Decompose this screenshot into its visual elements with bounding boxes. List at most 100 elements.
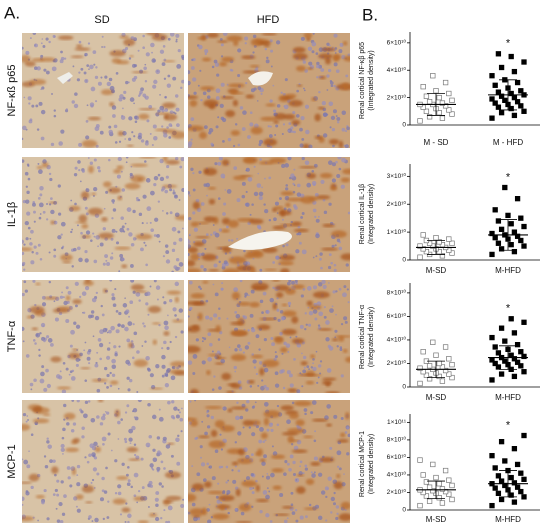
stain bbox=[340, 501, 350, 510]
nucleus bbox=[235, 313, 241, 319]
nucleus bbox=[178, 411, 181, 414]
nucleus bbox=[61, 512, 66, 516]
nucleus bbox=[74, 202, 77, 206]
nucleus bbox=[45, 70, 50, 75]
nucleus bbox=[193, 227, 199, 232]
data-point bbox=[498, 478, 505, 484]
nucleus bbox=[91, 478, 95, 482]
nucleus bbox=[95, 66, 98, 69]
stain bbox=[189, 388, 199, 393]
nucleus bbox=[128, 137, 132, 141]
nucleus bbox=[130, 280, 135, 283]
nucleus bbox=[50, 197, 53, 200]
nucleus bbox=[111, 228, 116, 233]
stain bbox=[340, 177, 350, 183]
nucleus bbox=[336, 345, 339, 348]
nucleus bbox=[37, 243, 41, 247]
nucleus bbox=[64, 57, 67, 60]
stain bbox=[41, 162, 49, 168]
nucleus bbox=[71, 228, 74, 231]
nucleus bbox=[312, 256, 315, 259]
nucleus bbox=[137, 49, 140, 52]
nucleus bbox=[249, 486, 253, 491]
nucleus bbox=[293, 130, 296, 134]
micrograph bbox=[22, 400, 184, 523]
stain bbox=[128, 342, 133, 349]
nucleus bbox=[199, 69, 202, 72]
nucleus bbox=[300, 294, 304, 298]
nucleus bbox=[38, 101, 43, 106]
nucleus bbox=[251, 328, 256, 333]
data-point bbox=[508, 53, 514, 60]
nucleus bbox=[306, 286, 312, 291]
nucleus bbox=[181, 79, 184, 84]
stain bbox=[192, 515, 201, 518]
nucleus bbox=[326, 368, 332, 373]
nucleus bbox=[128, 437, 133, 442]
data-point bbox=[430, 339, 436, 345]
nucleus bbox=[274, 383, 280, 388]
nucleus bbox=[330, 261, 333, 265]
nucleus bbox=[312, 362, 315, 365]
nucleus bbox=[63, 300, 68, 306]
nucleus bbox=[346, 452, 350, 456]
data-point bbox=[521, 476, 527, 482]
nucleus bbox=[165, 175, 169, 179]
stain bbox=[220, 96, 235, 100]
nucleus bbox=[148, 480, 153, 485]
stain bbox=[338, 513, 350, 521]
nucleus bbox=[274, 371, 279, 376]
nucleus bbox=[157, 450, 161, 454]
nucleus bbox=[48, 172, 52, 176]
nucleus bbox=[84, 379, 88, 382]
nucleus bbox=[290, 443, 294, 446]
nucleus bbox=[221, 282, 224, 285]
nucleus bbox=[111, 293, 115, 297]
nucleus bbox=[29, 37, 32, 40]
stain bbox=[275, 292, 284, 298]
nucleus bbox=[175, 107, 180, 112]
nucleus bbox=[108, 129, 113, 135]
nucleus bbox=[138, 212, 143, 217]
nucleus bbox=[95, 100, 98, 103]
nucleus bbox=[22, 125, 27, 131]
data-point bbox=[495, 104, 502, 110]
nucleus bbox=[314, 192, 319, 197]
data-point bbox=[514, 196, 521, 202]
nucleus bbox=[268, 134, 273, 138]
nucleus bbox=[94, 363, 99, 368]
y-tick-label: 8×10¹⁰ bbox=[387, 289, 407, 297]
nucleus bbox=[164, 108, 169, 112]
nucleus bbox=[91, 452, 96, 457]
nucleus bbox=[24, 289, 28, 293]
nucleus bbox=[326, 42, 330, 46]
nucleus bbox=[287, 301, 292, 306]
nucleus bbox=[22, 239, 25, 244]
nucleus bbox=[60, 50, 63, 54]
nucleus bbox=[48, 251, 51, 254]
stain bbox=[305, 478, 315, 485]
nucleus bbox=[308, 311, 314, 316]
nucleus bbox=[147, 402, 151, 407]
nucleus bbox=[175, 414, 180, 419]
nucleus bbox=[128, 116, 133, 121]
nucleus bbox=[316, 61, 320, 66]
stain bbox=[131, 71, 148, 74]
nucleus bbox=[232, 479, 237, 484]
nucleus bbox=[71, 100, 75, 104]
nucleus bbox=[270, 49, 274, 53]
stain bbox=[68, 352, 81, 359]
nucleus bbox=[291, 511, 296, 515]
stain bbox=[261, 247, 278, 253]
stain bbox=[288, 412, 300, 419]
x-tick-label: M-HFD bbox=[495, 515, 521, 524]
nucleus bbox=[73, 247, 77, 252]
y-tick-label: 0 bbox=[402, 384, 406, 391]
nucleus bbox=[120, 216, 124, 220]
data-point bbox=[449, 97, 455, 104]
data-point bbox=[511, 248, 518, 255]
nucleus bbox=[26, 190, 30, 195]
stain bbox=[188, 493, 197, 502]
nucleus bbox=[157, 200, 160, 203]
data-point bbox=[492, 82, 498, 88]
